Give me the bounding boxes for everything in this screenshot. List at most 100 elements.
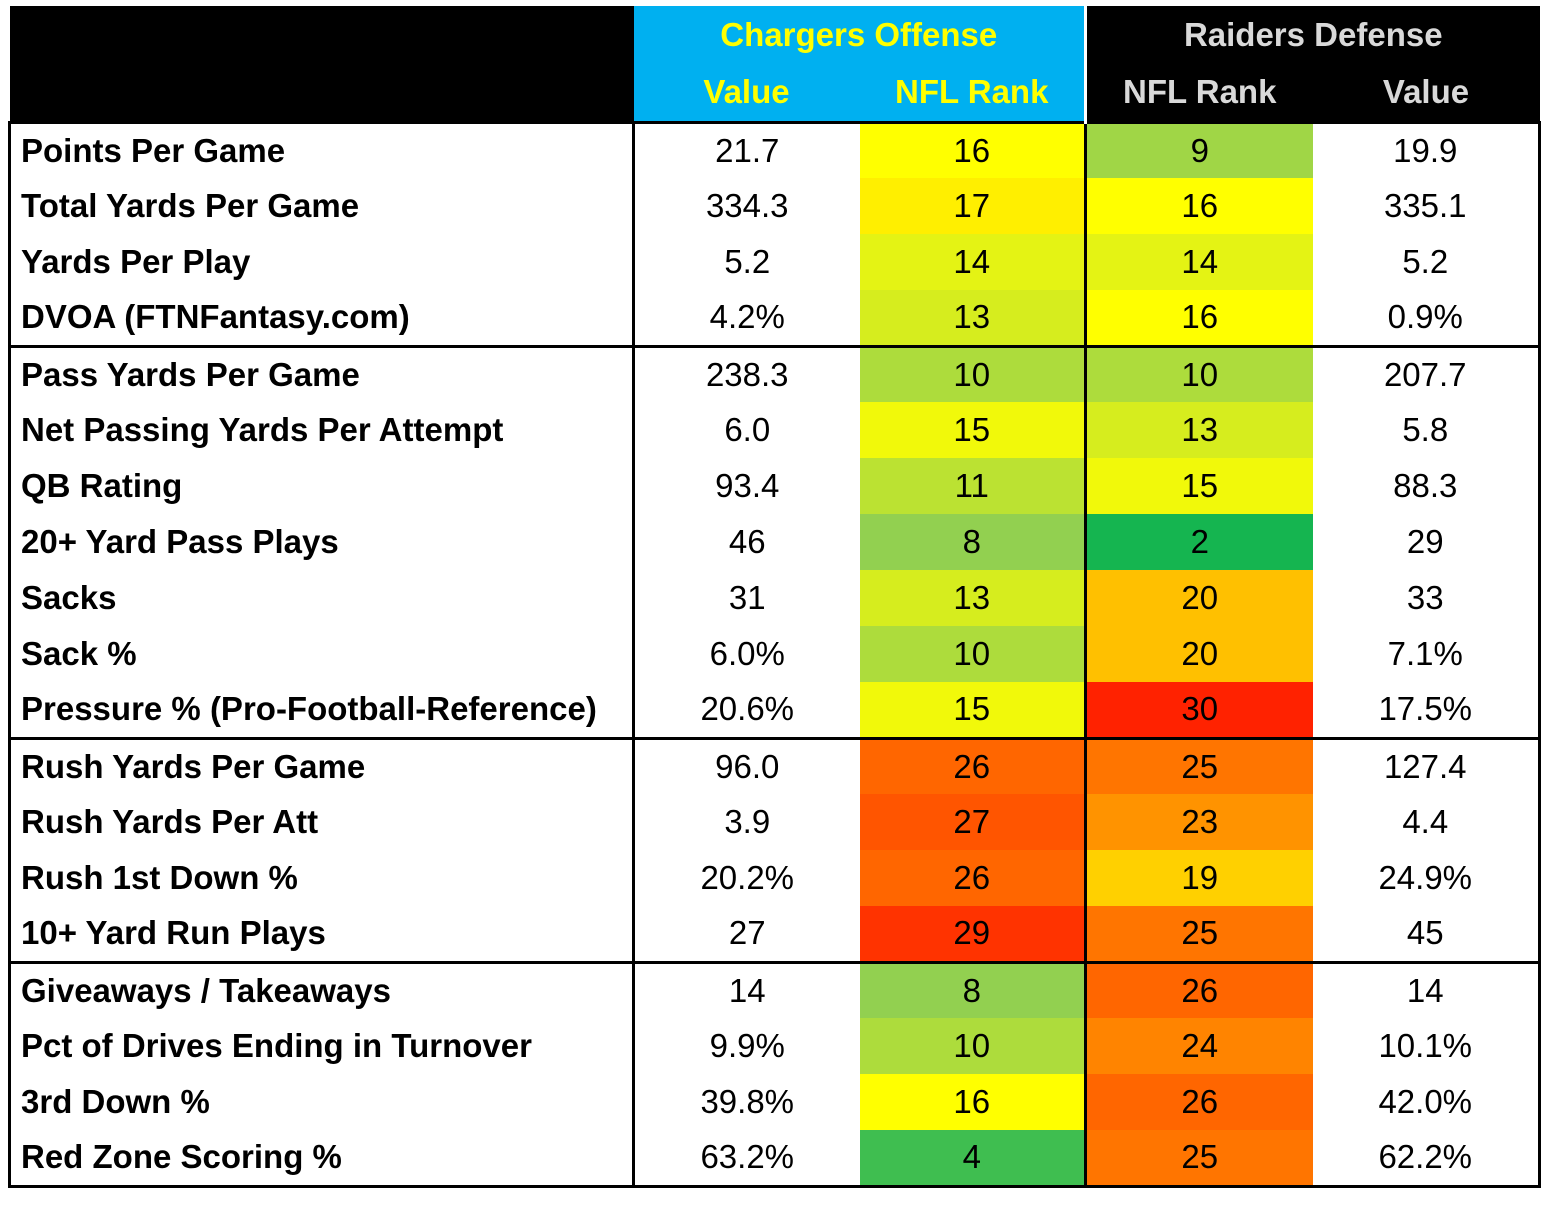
offense-rank-cell: 13 xyxy=(859,290,1086,346)
stat-label: Rush Yards Per Game xyxy=(8,736,635,794)
defense-rank-cell: 25 xyxy=(1084,906,1313,962)
defense-rank-cell: 25 xyxy=(1084,1130,1313,1188)
stat-label: Pressure % (Pro-Football-Reference) xyxy=(8,682,635,738)
offense-value-cell: 5.2 xyxy=(724,243,771,280)
header-blank-cell xyxy=(9,6,634,122)
offense-rank-cell: 10 xyxy=(859,1018,1086,1074)
defense-value-cell: 10.1% xyxy=(1312,1018,1541,1074)
offense-rank-cell: 8 xyxy=(859,514,1086,570)
table-row: Net Passing Yards Per Attempt 6.0 15 13 5.8 xyxy=(8,402,1541,458)
offense-value-cell: 39.8% xyxy=(700,1083,795,1120)
defense-rank-cell: 23 xyxy=(1084,794,1313,850)
offense-value-cell: 4.2% xyxy=(709,298,785,336)
offense-value-cell: 334.3 xyxy=(705,187,789,224)
defense-value-cell: 5.8 xyxy=(1312,402,1541,458)
table-row: Yards Per Play 5.2 14 14 5.2 xyxy=(8,234,1541,290)
offense-rank-cell: 14 xyxy=(859,234,1086,290)
table-row: 20+ Yard Pass Plays 46 8 2 29 xyxy=(8,514,1541,570)
offense-rank-cell: 27 xyxy=(859,794,1086,850)
table-row: Sack % 6.0% 10 20 7.1% xyxy=(8,626,1541,682)
defense-rank-cell: 20 xyxy=(1084,626,1313,682)
defense-rank-cell: 15 xyxy=(1084,458,1313,514)
defense-value-cell: 207.7 xyxy=(1312,344,1541,402)
table-row: QB Rating 93.4 11 15 88.3 xyxy=(8,458,1541,514)
offense-value-cell: 96.0 xyxy=(633,736,860,794)
offense-rank-cell: 4 xyxy=(859,1130,1086,1188)
stat-label: 10+ Yard Run Plays xyxy=(8,906,635,962)
stat-label: 20+ Yard Pass Plays xyxy=(8,514,635,570)
defense-rank-cell: 10 xyxy=(1084,344,1313,402)
defense-rank-cell: 30 xyxy=(1084,682,1313,738)
offense-value-cell: 9.9% xyxy=(709,1027,785,1064)
defense-rank-cell: 14 xyxy=(1084,234,1313,290)
table-row: Points Per Game 21.7 16 9 19.9 xyxy=(8,120,1541,178)
defense-value-cell: 14 xyxy=(1312,960,1541,1018)
table-row: Pct of Drives Ending in Turnover 9.9% 10 24… xyxy=(8,1018,1541,1074)
table-row: 10+ Yard Run Plays 27 29 25 45 xyxy=(8,906,1541,962)
table-body: Points Per Game 21.7 16 9 19.9 Total Yards Pe… xyxy=(8,120,1541,1188)
defense-rank-header: NFL Rank xyxy=(1084,64,1313,122)
offense-title: Chargers Offense xyxy=(633,6,1086,64)
defense-value-cell: 45 xyxy=(1312,906,1541,962)
table-row: Giveaways / Takeaways 14 8 26 14 xyxy=(8,960,1541,1018)
stat-label: QB Rating xyxy=(8,458,635,514)
defense-rank-cell: 16 xyxy=(1084,178,1313,234)
offense-rank-cell: 26 xyxy=(859,736,1086,794)
offense-rank-cell: 8 xyxy=(859,960,1086,1018)
stat-label: Points Per Game xyxy=(8,120,635,178)
offense-value-cell: 46 xyxy=(728,523,766,560)
stat-label: Net Passing Yards Per Attempt xyxy=(8,402,635,458)
defense-value-cell: 7.1% xyxy=(1312,626,1541,682)
offense-rank-header: NFL Rank xyxy=(859,64,1086,122)
stat-label: Sack % xyxy=(8,626,635,682)
stat-label: DVOA (FTNFantasy.com) xyxy=(8,290,635,346)
offense-rank-cell: 15 xyxy=(859,682,1086,738)
table-row: DVOA (FTNFantasy.com) 4.2% 13 16 0.9% xyxy=(8,290,1541,346)
stat-label: Rush 1st Down % xyxy=(8,850,635,906)
offense-value-cell: 6.0% xyxy=(709,635,785,672)
offense-value-header: Value xyxy=(633,64,860,122)
offense-rank-cell: 11 xyxy=(859,458,1086,514)
offense-rank-cell: 10 xyxy=(859,344,1086,402)
defense-value-cell: 42.0% xyxy=(1312,1074,1541,1130)
defense-value-cell: 33 xyxy=(1312,570,1541,626)
matchup-table: Chargers Offense Raiders Defense Value N… xyxy=(8,6,1541,1188)
offense-value-cell: 20.6% xyxy=(700,690,795,728)
table-row: Total Yards Per Game 334.3 17 16 335.1 xyxy=(8,178,1541,234)
offense-rank-cell: 10 xyxy=(859,626,1086,682)
defense-value-cell: 19.9 xyxy=(1312,120,1541,178)
defense-value-cell: 24.9% xyxy=(1312,850,1541,906)
defense-value-cell: 4.4 xyxy=(1312,794,1541,850)
offense-value-cell: 6.0 xyxy=(724,411,771,448)
stat-label: Pass Yards Per Game xyxy=(8,344,635,402)
stat-label: 3rd Down % xyxy=(8,1074,635,1130)
stat-label: Yards Per Play xyxy=(8,234,635,290)
offense-rank-cell: 17 xyxy=(859,178,1086,234)
table-row: Red Zone Scoring % 63.2% 4 25 62.2% xyxy=(8,1130,1541,1188)
defense-value-cell: 62.2% xyxy=(1312,1130,1541,1188)
offense-value-cell: 238.3 xyxy=(633,344,860,402)
table-row: Pressure % (Pro-Football-Reference) 20.6%… xyxy=(8,682,1541,738)
defense-rank-cell: 25 xyxy=(1084,736,1313,794)
header-row-columns: Value NFL Rank NFL Rank Value xyxy=(10,64,1540,122)
defense-rank-cell: 24 xyxy=(1084,1018,1313,1074)
offense-value-cell: 20.2% xyxy=(700,859,795,896)
offense-rank-cell: 13 xyxy=(859,570,1086,626)
offense-rank-cell: 16 xyxy=(859,120,1086,178)
defense-rank-cell: 2 xyxy=(1084,514,1313,570)
defense-rank-cell: 26 xyxy=(1084,1074,1313,1130)
table-row: 3rd Down % 39.8% 16 26 42.0% xyxy=(8,1074,1541,1130)
table-row: Rush Yards Per Att 3.9 27 23 4.4 xyxy=(8,794,1541,850)
defense-rank-cell: 20 xyxy=(1084,570,1313,626)
offense-value-cell: 93.4 xyxy=(715,467,780,504)
defense-rank-cell: 13 xyxy=(1084,402,1313,458)
offense-value-cell: 3.9 xyxy=(724,803,771,840)
table-row: Rush 1st Down % 20.2% 26 19 24.9% xyxy=(8,850,1541,906)
defense-value-cell: 335.1 xyxy=(1312,178,1541,234)
defense-rank-cell: 9 xyxy=(1084,120,1313,178)
offense-value-cell: 63.2% xyxy=(633,1130,860,1188)
offense-rank-cell: 15 xyxy=(859,402,1086,458)
stat-label: Total Yards Per Game xyxy=(8,178,635,234)
defense-value-cell: 17.5% xyxy=(1312,682,1541,738)
defense-value-cell: 5.2 xyxy=(1312,234,1541,290)
